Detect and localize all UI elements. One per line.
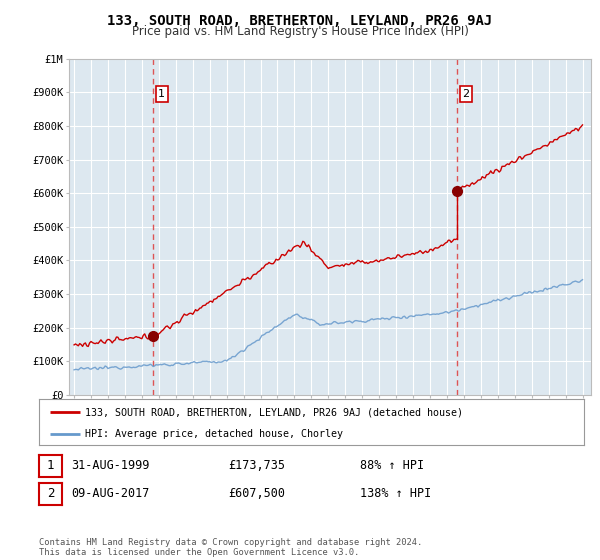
Text: HPI: Average price, detached house, Chorley: HPI: Average price, detached house, Chor… [85, 429, 343, 438]
Text: £173,735: £173,735 [228, 459, 285, 473]
Text: £607,500: £607,500 [228, 487, 285, 501]
Text: 2: 2 [463, 89, 470, 99]
Text: 88% ↑ HPI: 88% ↑ HPI [360, 459, 424, 473]
Text: 133, SOUTH ROAD, BRETHERTON, LEYLAND, PR26 9AJ: 133, SOUTH ROAD, BRETHERTON, LEYLAND, PR… [107, 14, 493, 28]
Text: 138% ↑ HPI: 138% ↑ HPI [360, 487, 431, 501]
Text: Contains HM Land Registry data © Crown copyright and database right 2024.
This d: Contains HM Land Registry data © Crown c… [39, 538, 422, 557]
Text: 09-AUG-2017: 09-AUG-2017 [71, 487, 149, 501]
Text: 31-AUG-1999: 31-AUG-1999 [71, 459, 149, 473]
Text: 1: 1 [158, 89, 166, 99]
Text: Price paid vs. HM Land Registry's House Price Index (HPI): Price paid vs. HM Land Registry's House … [131, 25, 469, 38]
Text: 2: 2 [47, 487, 54, 501]
Text: 133, SOUTH ROAD, BRETHERTON, LEYLAND, PR26 9AJ (detached house): 133, SOUTH ROAD, BRETHERTON, LEYLAND, PR… [85, 407, 463, 417]
Text: 1: 1 [47, 459, 54, 473]
